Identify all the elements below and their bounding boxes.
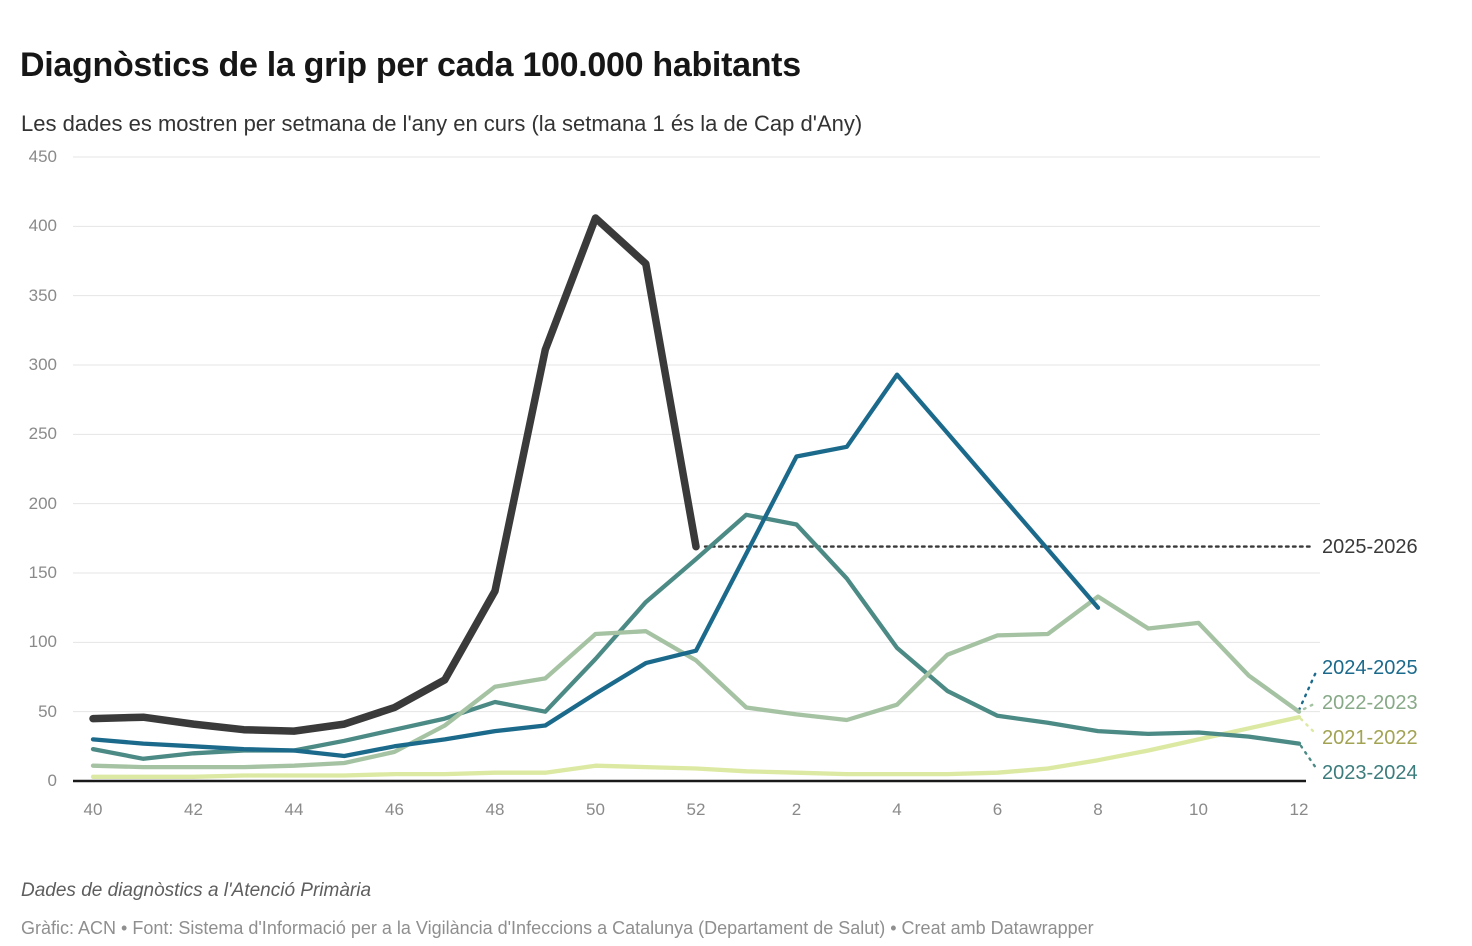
x-tick-label-40: 40 <box>83 800 103 819</box>
series-line-2021-2022 <box>90 715 1302 779</box>
y-tick-label-200: 200 <box>28 493 57 513</box>
series-label-2024-2025: 2024-2025 <box>1322 657 1418 679</box>
series-line-2022-2023 <box>90 594 1302 770</box>
x-tick-label-52: 52 <box>686 800 706 819</box>
x-tick-label-2: 2 <box>791 800 802 819</box>
series-line-2023-2024 <box>90 512 1302 761</box>
series-label-2021-2022: 2021-2022 <box>1322 727 1418 749</box>
x-tick-label-10: 10 <box>1189 800 1208 819</box>
label-connector-2022-2023 <box>1302 701 1318 711</box>
chart-byline: Gràfic: ACN • Font: Sistema d'Informació… <box>21 918 1094 938</box>
label-connector-2023-2024 <box>1299 744 1318 770</box>
x-tick-label-50: 50 <box>586 800 605 819</box>
x-tick-label-48: 48 <box>485 800 505 819</box>
series-label-2023-2024: 2023-2024 <box>1322 762 1418 784</box>
x-tick-label-12: 12 <box>1289 800 1309 819</box>
y-tick-label-50: 50 <box>38 701 57 721</box>
label-connector-2024-2025 <box>1297 670 1318 712</box>
x-tick-label-42: 42 <box>184 800 203 819</box>
series-line-2025-2026 <box>89 214 700 735</box>
x-tick-label-8: 8 <box>1093 800 1103 819</box>
x-tick-label-4: 4 <box>892 800 902 819</box>
y-tick-label-400: 400 <box>28 216 57 236</box>
y-tick-label-250: 250 <box>28 424 57 444</box>
series-line-2024-2025 <box>90 372 1101 759</box>
y-tick-label-0: 0 <box>47 771 57 790</box>
y-tick-label-100: 100 <box>28 632 57 652</box>
y-tick-label-150: 150 <box>28 562 57 582</box>
chart-title: Diagnòstics de la grip per cada 100.000 … <box>20 45 801 84</box>
series-label-2022-2023: 2022-2023 <box>1322 692 1418 714</box>
y-tick-label-350: 350 <box>28 285 57 305</box>
x-tick-label-6: 6 <box>992 800 1003 819</box>
label-connector-2021-2022 <box>1299 717 1318 736</box>
chart-subtitle: Les dades es mostren per setmana de l'an… <box>21 111 863 136</box>
y-tick-label-300: 300 <box>28 354 57 374</box>
x-tick-label-44: 44 <box>284 800 304 819</box>
series-label-2025-2026: 2025-2026 <box>1322 536 1418 558</box>
x-tick-label-46: 46 <box>385 800 404 819</box>
chart-notes: Dades de diagnòstics a l'Atenció Primàri… <box>21 880 372 901</box>
y-tick-label-450: 450 <box>28 146 57 166</box>
